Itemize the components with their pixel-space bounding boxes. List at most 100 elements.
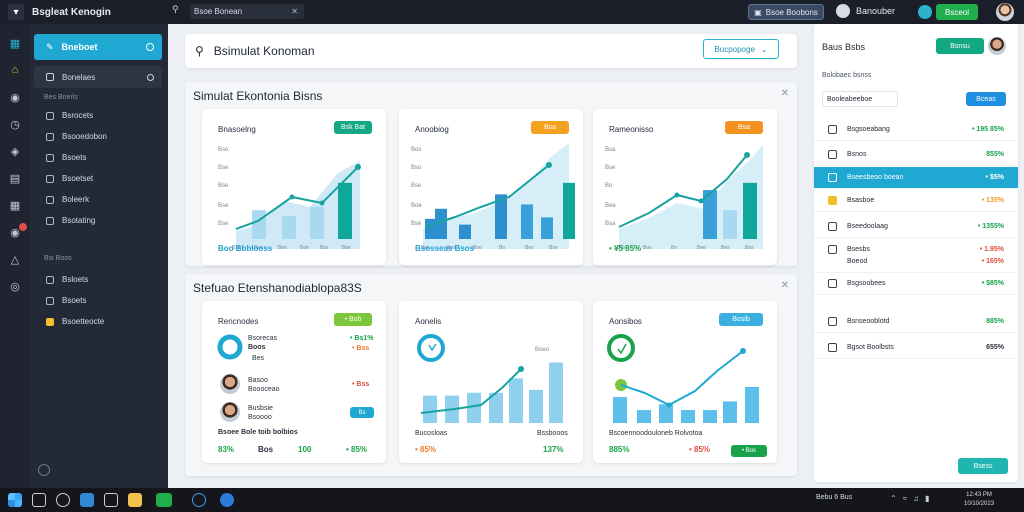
close-icon[interactable]: ✕ [780,88,789,99]
topbar-search-field[interactable]: Bsoe Bonean ✕ [190,4,304,19]
list-item-selected[interactable]: Bseesbeoo boean • $5% [814,167,1018,189]
card-badge[interactable]: Bosib [719,313,763,326]
period-dropdown[interactable]: Bucpopoge ⌄ [703,39,779,59]
sidebar-item[interactable]: Bsrocets [46,111,93,120]
user-menu[interactable]: Banouber [836,4,895,18]
dashboard-icon[interactable]: ▦ [9,37,21,50]
y-tick: Bse [411,221,422,227]
card-badge[interactable]: • Bob [334,313,372,326]
right-panel-bottom-button[interactable]: Bsess [958,458,1008,474]
toggle-icon[interactable] [147,73,154,81]
avatar[interactable] [996,3,1014,21]
avatar [220,402,240,422]
mail-icon[interactable] [104,493,118,507]
card-badge[interactable]: Bsa [725,121,763,134]
sidebar-item[interactable]: Bsoets [46,296,86,305]
topbar-action-button[interactable]: ▣ Bsoe Boobons [748,4,824,20]
sidebar-item[interactable]: Bsloets [46,275,88,284]
camera-icon[interactable] [56,493,70,507]
chart-card[interactable]: Rameonisso Bsa Bsa Bse Bo Bee Bsa Bos Bo… [593,109,777,265]
card-title: Rencnodes [218,317,259,326]
home-icon[interactable]: ⌂ [11,64,19,76]
sidebar-item[interactable]: Bsooedobon [46,132,107,141]
right-panel-apply-button[interactable]: Bceas [966,92,1006,106]
sidebar-item[interactable]: Boleerk [46,195,89,204]
task-view-icon[interactable] [32,493,46,507]
item-icon [46,153,54,162]
user-name: Banouber [856,6,896,16]
x-tick: Bo [499,245,505,251]
list-card[interactable]: Rencnodes • Bob Bsorecas Boos Bes • Bs1%… [202,301,386,463]
chart-card[interactable]: Bnasoelng Bsk Bat Bso Bse Bse Bse Bse Bs… [202,109,386,265]
browser-icon[interactable] [80,493,94,507]
card-badge[interactable]: Bsk Bat [334,121,372,134]
camera-icon[interactable]: ◉ [10,91,20,104]
footer-badge[interactable]: • Bos [731,445,767,457]
item-icon [828,279,837,288]
sidebar-item-active[interactable]: ✎ Bneboet [34,34,162,60]
card-badge[interactable]: Bsa [531,121,569,134]
chart-card[interactable]: Anoobiog Bsa Bos Bso Bse Boe Bse Bss Bos… [399,109,583,265]
app-icon[interactable] [156,493,172,507]
chart-card[interactable]: Aonelis Boeo Bucosloas Bssbooos • 85% 13… [399,301,583,463]
row-value: • 165% [981,258,1004,265]
globe-icon[interactable]: ◎ [10,280,20,293]
list-item[interactable]: Bsnos 855% [814,144,1018,166]
tag-icon[interactable]: ◈ [10,145,20,158]
users-icon[interactable]: △ [10,253,20,266]
x-tick: Bss [232,245,241,251]
list-item-badge[interactable]: Bs [350,407,374,418]
user-icon [836,4,850,18]
start-icon[interactable] [8,493,22,507]
bar [338,182,352,239]
document-icon[interactable]: ▤ [9,172,21,185]
search-icon[interactable]: ⚲ [172,4,179,14]
sidebar-item-label: Bsoets [62,153,87,162]
toggle-icon[interactable] [146,43,154,51]
chrome-icon[interactable] [220,493,234,507]
row-label: Bsnos [847,151,867,158]
list-item[interactable]: Bsgsoeabang • 195 85% [814,119,1018,141]
settings-icon[interactable] [38,464,50,476]
sidebar-item[interactable]: Bsoetset [46,174,93,183]
panel-title: Stefuao Etenshanodiablopa83S [193,281,362,295]
clock[interactable]: 12:43 PM 10/10/2023 [964,491,994,509]
sidebar-item[interactable]: Bsotating [46,216,95,225]
card-footer: • ¥5 85% [609,244,642,253]
row-value: • $5% [985,174,1004,181]
folder-icon[interactable] [128,493,142,507]
list-item[interactable]: Bsesbs • 1.95% [814,238,1018,260]
x-tick: Bss [421,245,430,251]
avatar[interactable] [988,37,1006,55]
list-item[interactable]: Boeod • 165% [814,251,1018,273]
sidebar-item-secondary[interactable]: Bonelaes [34,66,162,88]
card-footer: Boo Bbblooss [218,244,273,253]
list-item[interactable]: Bsgsoobees • $85% [814,273,1018,295]
sidebar-item[interactable]: Bsoets [46,153,86,162]
close-icon[interactable]: ✕ [780,280,789,291]
clock-icon[interactable]: ◷ [10,118,20,131]
bar [541,217,553,239]
close-icon[interactable]: ✕ [291,7,298,16]
item-icon [46,275,54,284]
topbar-green-button[interactable]: Bsceol [936,4,978,20]
sidebar-item[interactable]: Bsoetteocte [46,317,104,326]
search-icon: ⚲ [195,44,204,58]
list-item[interactable]: Bseedoolaag • 1355% [814,216,1018,238]
x-tick: Bss [254,245,263,251]
item-icon [828,150,837,159]
clock-date: 10/10/2023 [964,501,995,507]
row-label: Bgsot Boolbsts [847,344,894,351]
system-tray[interactable]: ⌃ ≈ ♫ ▮ [890,494,930,503]
x-tick: Bos [447,245,456,251]
list-item[interactable]: Bgsot Boolbsts 655% [814,337,1018,359]
search-bar[interactable]: ⚲ Bsimulat Konoman Bucpopoge ⌄ [185,34,797,68]
list-item[interactable]: Bsnseooblotd 885% [814,311,1018,333]
calendar-icon[interactable]: ▦ [9,199,21,212]
edge-icon[interactable] [192,493,206,507]
right-panel-button[interactable]: Bsnsu [936,38,984,54]
right-panel-field[interactable]: Booleabeeboe [822,91,898,107]
list-item[interactable]: Bsasboe • 135% [814,190,1018,212]
chart-card[interactable]: Aonsibos Bosib Bscoennoodouloneb Rolvoto… [593,301,777,463]
notification-icon[interactable]: ◉ [8,223,27,239]
